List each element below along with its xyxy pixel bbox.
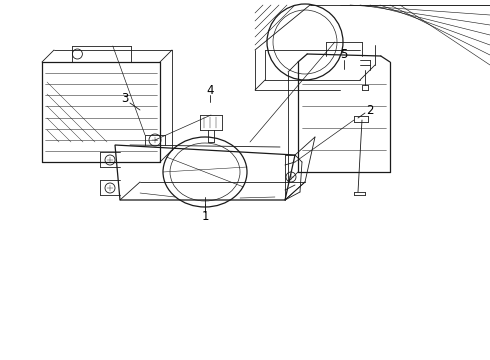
Text: 5: 5 [341, 49, 348, 62]
Text: 2: 2 [366, 104, 374, 117]
Text: 1: 1 [201, 211, 209, 224]
Text: 3: 3 [122, 91, 129, 104]
Text: 4: 4 [206, 84, 214, 96]
